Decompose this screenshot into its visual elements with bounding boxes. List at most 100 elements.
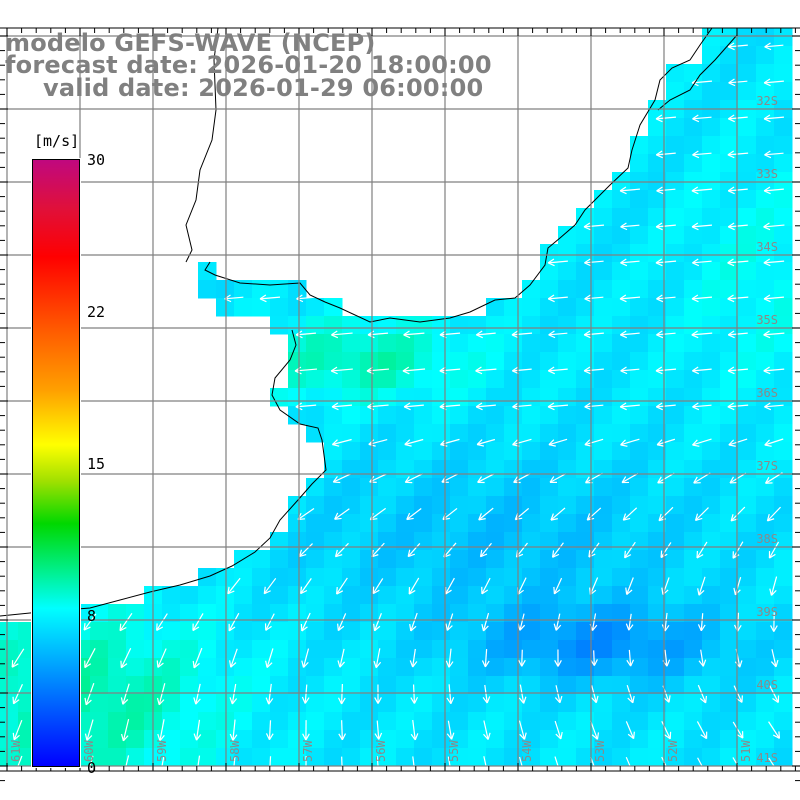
wind-speed-cell	[702, 712, 721, 731]
wind-arrow	[763, 78, 784, 87]
wind-speed-cell	[306, 514, 325, 533]
wind-speed-cell	[414, 748, 433, 767]
wind-speed-cell	[252, 604, 271, 623]
wind-speed-cell	[774, 622, 793, 641]
wind-arrow	[656, 294, 676, 303]
wind-speed-cell	[594, 478, 613, 497]
wind-arrow	[481, 612, 490, 632]
wind-arrow	[483, 720, 491, 740]
wind-speed-cell	[612, 622, 631, 641]
wind-speed-cell	[216, 604, 235, 623]
wind-speed-cell	[738, 316, 757, 335]
wind-speed-cell	[666, 244, 685, 263]
wind-speed-cell	[306, 496, 325, 515]
wind-speed-cell	[288, 604, 307, 623]
wind-speed-cell	[414, 658, 433, 677]
wind-speed-cell	[468, 496, 487, 515]
wind-speed-cell	[126, 694, 145, 713]
wind-speed-cell	[720, 154, 739, 173]
wind-arrow	[481, 649, 490, 668]
wind-speed-cell	[342, 676, 361, 695]
wind-speed-cell	[756, 298, 775, 317]
wind-arrow	[84, 719, 94, 741]
wind-arrow	[727, 114, 748, 123]
wind-speed-cell	[720, 496, 739, 515]
wind-speed-cell	[684, 478, 703, 497]
wind-speed-cell	[396, 532, 415, 551]
wind-arrow	[620, 222, 640, 231]
wind-arrow	[763, 222, 785, 231]
wind-speed-cell	[360, 676, 379, 695]
wind-speed-cell	[558, 352, 577, 371]
wind-speed-cell	[576, 280, 595, 299]
wind-arrow	[193, 683, 201, 705]
wind-speed-cell	[576, 712, 595, 731]
longitude-label: 59W	[155, 740, 169, 762]
wind-speed-cell	[720, 226, 739, 245]
wind-speed-cell	[684, 658, 703, 677]
wind-speed-cell	[378, 424, 397, 443]
wind-speed-cell	[666, 568, 685, 587]
wind-speed-cell	[666, 64, 685, 83]
wind-speed-cell	[378, 622, 397, 641]
wind-speed-cell	[288, 496, 307, 515]
wind-arrow	[334, 508, 350, 520]
border-line	[185, 27, 219, 263]
wind-speed-cell	[684, 640, 703, 659]
wind-speed-cell	[612, 370, 631, 389]
wind-speed-cell	[432, 316, 451, 335]
wind-speed-cell	[684, 262, 703, 281]
wind-speed-cell	[486, 442, 505, 461]
wind-speed-cell	[648, 604, 667, 623]
wind-speed-cell	[0, 712, 19, 731]
wind-arrow	[445, 648, 454, 668]
wind-arrow	[763, 186, 784, 195]
wind-speed-cell	[594, 262, 613, 281]
wind-speed-cell	[288, 748, 307, 767]
wind-speed-cell	[558, 586, 577, 605]
wind-speed-cell	[576, 478, 595, 497]
wind-speed-cell	[342, 658, 361, 677]
wind-speed-cell	[288, 370, 307, 389]
wind-arrow	[770, 612, 778, 632]
wind-speed-cell	[414, 568, 433, 587]
wind-arrow	[120, 683, 130, 705]
wind-speed-cell	[540, 442, 559, 461]
wind-speed-cell	[738, 82, 757, 101]
wind-speed-cell	[738, 334, 757, 353]
wind-speed-cell	[702, 82, 721, 101]
wind-speed-cell	[738, 748, 757, 767]
wind-speed-cell	[342, 514, 361, 533]
wind-speed-cell	[612, 334, 631, 353]
wind-speed-cell	[522, 352, 541, 371]
wind-speed-cell	[756, 748, 775, 767]
wind-arrow	[584, 294, 604, 303]
wind-speed-cell	[774, 694, 793, 713]
wind-speed-cell	[360, 568, 379, 587]
wind-speed-cell	[450, 388, 469, 407]
wind-speed-cell	[540, 604, 559, 623]
wind-speed-cell	[738, 676, 757, 695]
wind-speed-cell	[342, 604, 361, 623]
wind-speed-cell	[378, 640, 397, 659]
wind-speed-cell	[684, 604, 703, 623]
wind-arrow	[446, 684, 455, 705]
wind-arrow	[263, 577, 277, 595]
wind-speed-cell	[306, 676, 325, 695]
wind-arrow	[331, 438, 352, 447]
wind-arrow	[655, 150, 676, 159]
wind-speed-cell	[414, 478, 433, 497]
wind-speed-cell	[306, 352, 325, 371]
wind-speed-cell	[738, 388, 757, 407]
wind-speed-cell	[162, 694, 181, 713]
wind-speed-cell	[540, 658, 559, 677]
wind-arrow	[692, 402, 712, 411]
wind-arrow	[584, 402, 604, 411]
wind-speed-cell	[774, 424, 793, 443]
wind-speed-cell	[594, 460, 613, 479]
wind-speed-cell	[360, 370, 379, 389]
wind-speed-cell	[576, 532, 595, 551]
wind-speed-cell	[720, 64, 739, 83]
wind-speed-cell	[432, 496, 451, 515]
wind-arrow	[264, 613, 275, 631]
